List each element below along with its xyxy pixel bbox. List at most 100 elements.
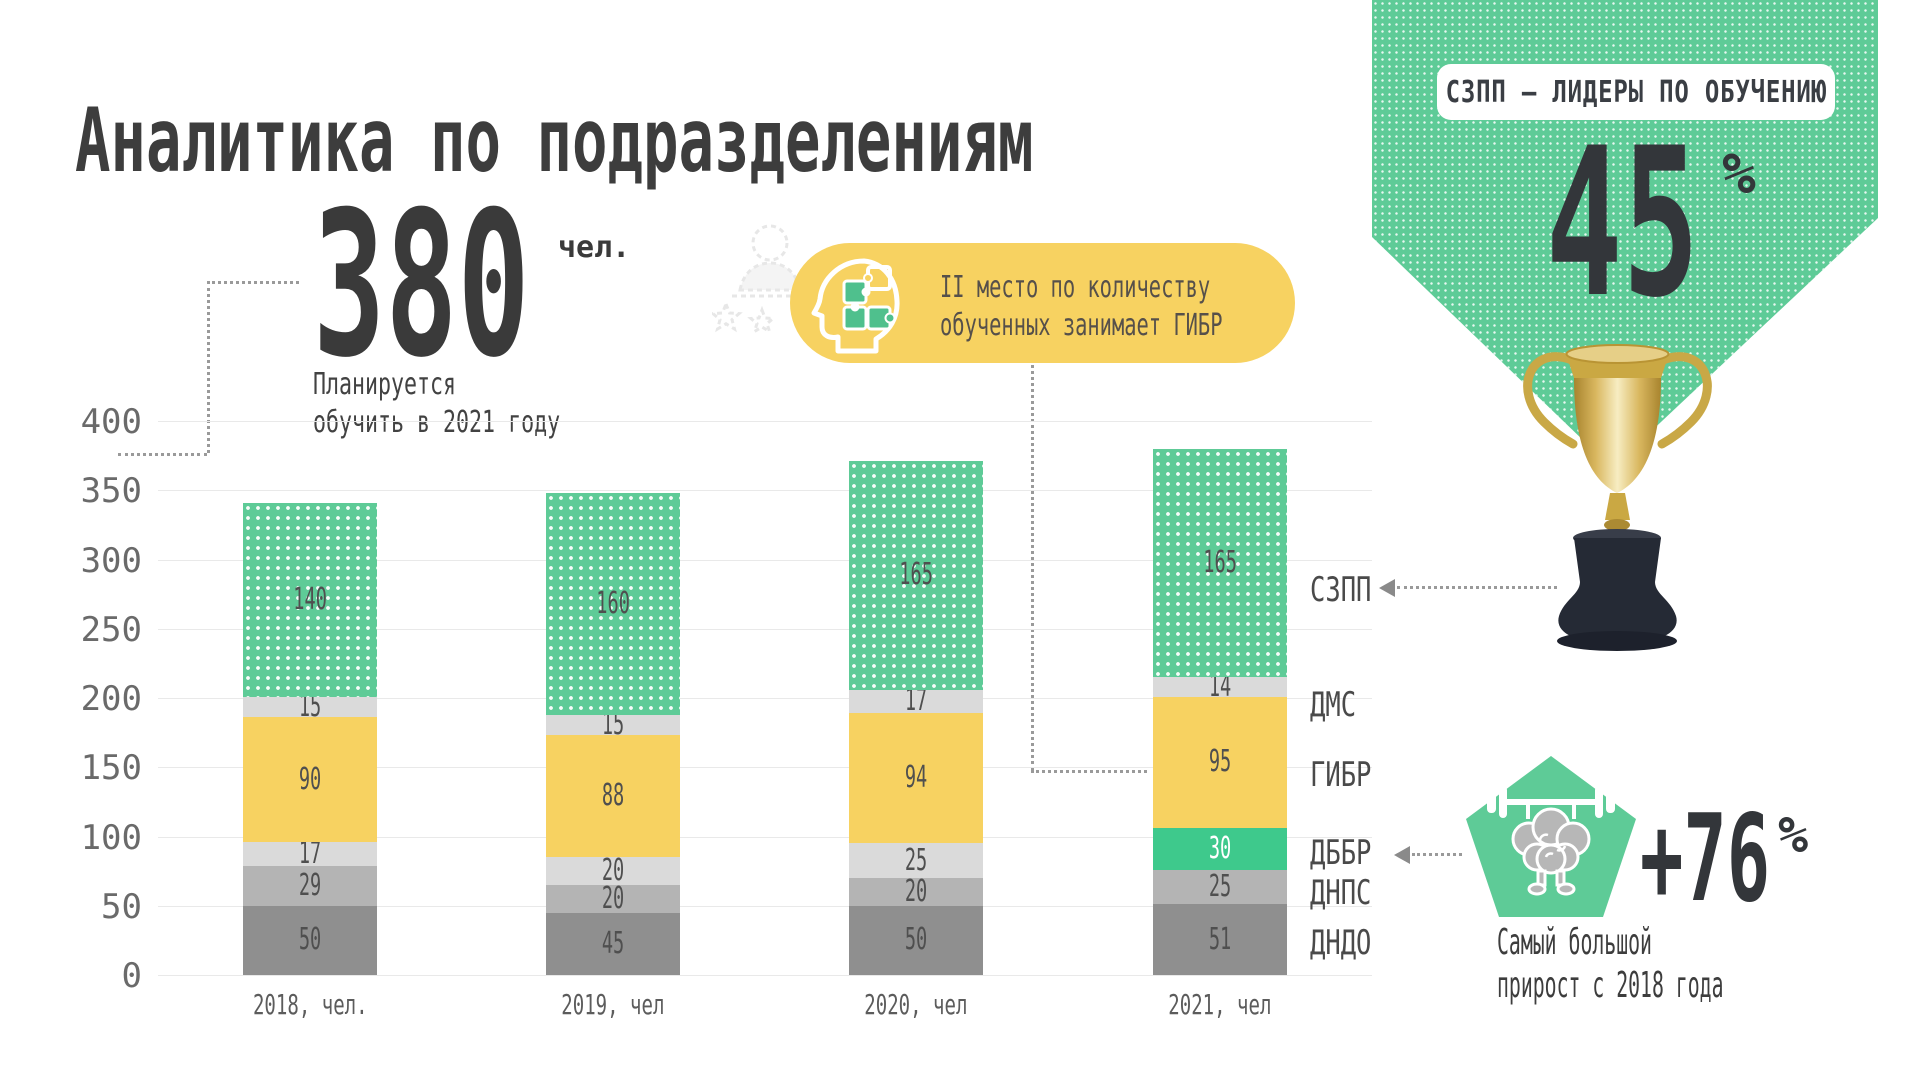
bar-value-label: 45 <box>601 925 625 961</box>
series-label-СЗПП: СЗПП <box>1310 573 1392 607</box>
y-axis-tick-label: 250 <box>80 609 142 650</box>
leader-banner-pill: СЗПП – ЛИДЕРЫ ПО ОБУЧЕНИЮ <box>1437 64 1835 120</box>
leader-banner-value: 45 <box>1546 122 1793 327</box>
growth-caption-line1-text: Самый большой <box>1497 922 1652 963</box>
bar-value-label: 30 <box>1208 830 1232 866</box>
bar-segment-ДМС-2018: 15 <box>243 692 377 722</box>
bar-segment-ДББР-2018: 17 <box>243 838 377 868</box>
bar-segment-ДНДО-2018: 50 <box>243 905 377 975</box>
x-axis-category-label: 2019, чел <box>493 991 733 1019</box>
bar-value-label: 94 <box>904 760 928 796</box>
grid-line-0 <box>158 975 1372 976</box>
bar-value-label: 17 <box>904 683 928 719</box>
trophy-cup <box>1574 378 1661 493</box>
callout-line2-text: обученных занимает ГИБР <box>940 308 1223 343</box>
x-axis-label-text: 2020, чел <box>864 988 968 1021</box>
series-label-text: ГИБР <box>1310 755 1372 795</box>
bar-value-label: 165 <box>1203 544 1237 580</box>
leader-banner-pill-text: СЗПП – ЛИДЕРЫ ПО ОБУЧЕНИЮ <box>1445 74 1827 110</box>
series-label-text: ДББР <box>1310 833 1372 873</box>
bar-segment-ДМС-2021: 14 <box>1153 671 1287 701</box>
bar-segment-ДМС-2020: 17 <box>849 686 983 716</box>
series-label-ДНДО: ДНДО <box>1310 926 1392 960</box>
bar-value-label: 20 <box>601 880 625 916</box>
bar-segment-ДНПС-2018: 29 <box>243 865 377 906</box>
bar-value-label: 95 <box>1208 744 1232 780</box>
bar-segment-ДНДО-2020: 50 <box>849 905 983 975</box>
bar-value-label: 25 <box>904 842 928 878</box>
grid-line-150 <box>158 767 1372 769</box>
grid-line-100 <box>158 836 1372 838</box>
series-label-ГИБР: ГИБР <box>1310 758 1392 792</box>
growth-percent-sign: % <box>1778 806 1809 864</box>
x-axis-category-label: 2018, чел. <box>190 991 430 1019</box>
bar-segment-ГИБР-2021: 95 <box>1153 696 1287 829</box>
bar-segment-СЗПП-2018: 140 <box>243 502 377 697</box>
dbbr-pointer-dotted-line <box>1412 853 1462 856</box>
trophy-photo <box>1523 344 1712 651</box>
bar-segment-ДНПС-2020: 20 <box>849 873 983 909</box>
bar-segment-СЗПП-2020: 165 <box>849 461 983 690</box>
series-label-text: СЗПП <box>1310 570 1372 610</box>
grid-line-400 <box>158 421 1372 422</box>
callout-connector-vertical <box>1031 365 1034 770</box>
x-axis-category-label: 2021, чел <box>1100 991 1340 1019</box>
bar-value-label: 51 <box>1208 921 1232 957</box>
bar-value-label: 29 <box>298 867 322 903</box>
growth-caption-line2-text: прирост с 2018 года <box>1497 965 1724 1006</box>
bar-segment-ДМС-2019: 15 <box>546 710 680 740</box>
planned-total-number: 380 <box>313 186 674 386</box>
growth-caption-line1: Самый большой <box>1497 925 1779 961</box>
y-axis-tick-label: 400 <box>80 402 142 442</box>
planned-caption-line2: обучить в 2021 году <box>313 408 656 438</box>
y-axis-tick-label: 0 <box>121 956 142 996</box>
growth-value: +76 <box>1640 800 1857 920</box>
planned-caption-line1-text: Планируется <box>313 367 457 402</box>
head-puzzle-icon <box>811 258 900 354</box>
y-axis-tick-label: 100 <box>80 817 142 858</box>
growth-caption-line2: прирост с 2018 года <box>1497 968 1909 1004</box>
bar-segment-ДББР-2020: 25 <box>849 842 983 879</box>
y-axis-tick-label: 200 <box>80 679 142 719</box>
x-axis-label-text: 2018, чел. <box>252 988 368 1021</box>
person-stars-watermark-icon <box>712 224 808 335</box>
bar-value-label: 88 <box>601 778 625 814</box>
planned-leader-line-axis <box>118 453 207 456</box>
planned-leader-line-vertical <box>207 281 210 453</box>
y-axis-tick-label: 350 <box>80 471 142 512</box>
bar-value-label: 15 <box>601 707 625 742</box>
bar-value-label: 25 <box>1208 869 1232 905</box>
bar-segment-ДББР-2019: 20 <box>546 853 680 889</box>
grid-line-250 <box>158 628 1372 630</box>
series-label-ДББР: ДББР <box>1310 836 1392 870</box>
planned-total-unit: чел. <box>558 230 631 265</box>
bar-segment-СЗПП-2019: 160 <box>546 493 680 715</box>
bar-value-label: 50 <box>904 922 928 958</box>
series-label-text: ДНПС <box>1310 873 1372 913</box>
bar-segment-СЗПП-2021: 165 <box>1153 448 1287 678</box>
bar-value-label: 15 <box>298 689 322 724</box>
szpp-arrow-left-icon <box>1379 579 1395 597</box>
x-axis-label-text: 2021, чел <box>1168 988 1272 1021</box>
bar-segment-ДНДО-2021: 51 <box>1153 904 1287 975</box>
leader-banner-percent-sign: % <box>1722 142 1756 207</box>
brain-barbell-pentagon-icon <box>1466 756 1636 917</box>
bar-segment-ГИБР-2019: 88 <box>546 735 680 858</box>
page-title-text: Аналитика по подразделениям <box>75 88 1034 192</box>
bar-value-label: 20 <box>601 853 625 889</box>
bar-segment-ДНПС-2021: 25 <box>1153 869 1287 905</box>
grid-line-350 <box>158 490 1372 492</box>
bar-value-label: 20 <box>904 873 928 909</box>
callout-line1-text: II место по количеству <box>940 270 1211 305</box>
y-axis-tick-label: 300 <box>80 540 142 581</box>
y-axis-tick-label: 50 <box>101 886 142 927</box>
dbbr-arrow-left-icon <box>1394 846 1410 864</box>
callout-line2: обученных занимает ГИБР <box>940 311 1355 341</box>
callout-line1: II место по количеству <box>940 273 1337 303</box>
series-label-ДНПС: ДНПС <box>1310 876 1392 910</box>
grid-line-200 <box>158 698 1372 699</box>
planned-caption-line2-text: обучить в 2021 году <box>313 405 561 440</box>
x-axis-label-text: 2019, чел <box>561 988 665 1021</box>
trophy-left-handle <box>1523 352 1578 449</box>
trophy-right-handle <box>1657 352 1712 449</box>
